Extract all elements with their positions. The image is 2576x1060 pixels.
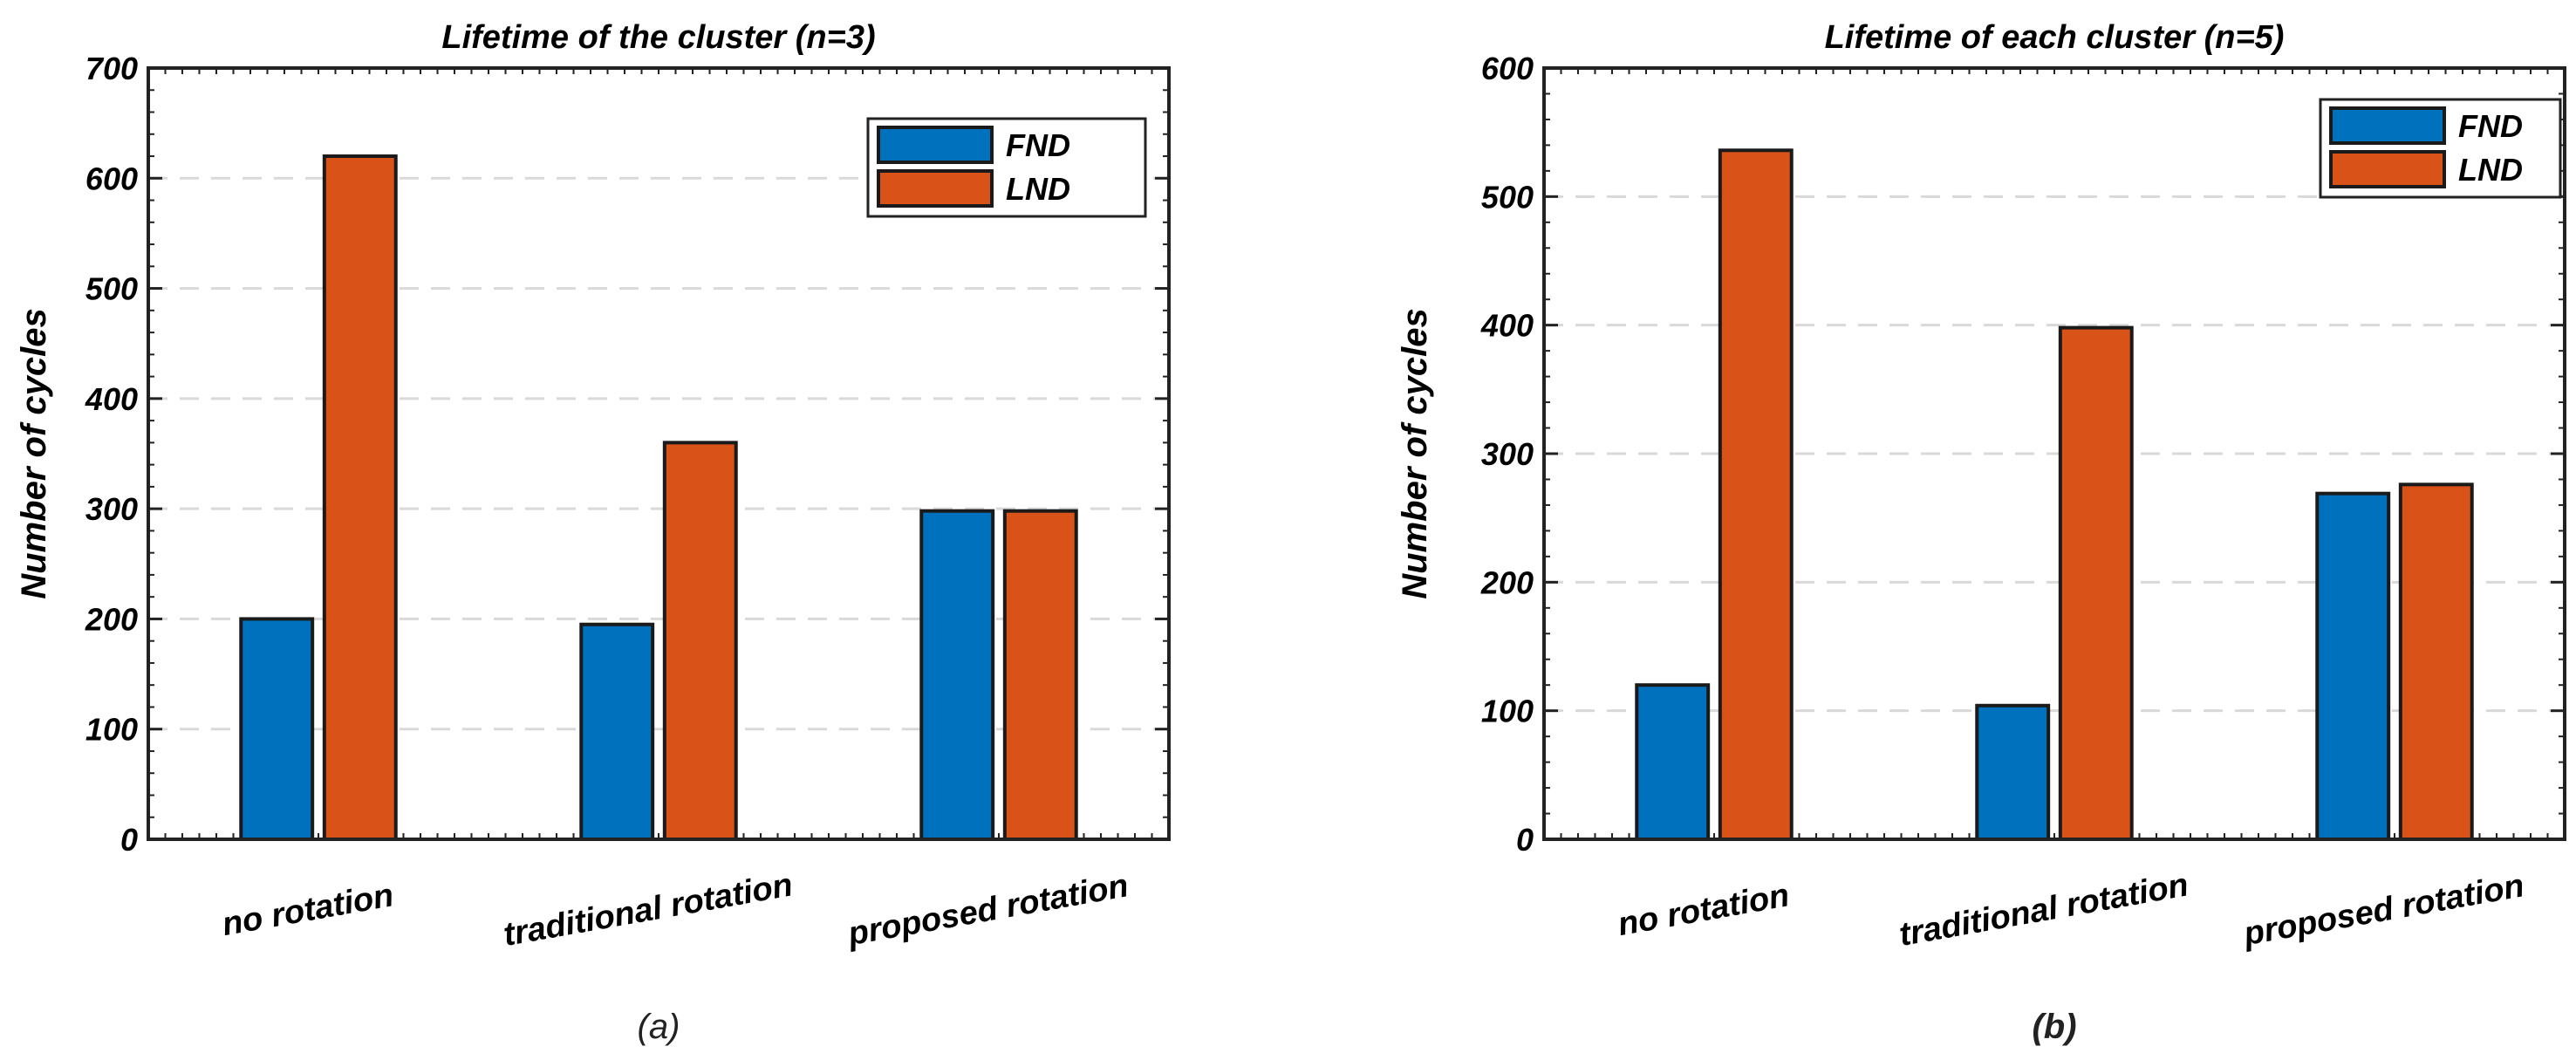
panel-caption: (b)	[2032, 1008, 2076, 1046]
y-tick-label: 200	[1480, 564, 1534, 600]
bar-fnd-proposed-rotation	[919, 509, 995, 841]
x-tick-label: no rotation	[1616, 877, 1793, 943]
x-tick-label: proposed rotation	[844, 867, 1131, 953]
chart-panel-b: Lifetime of each cluster (n=5) 0 100 200 300…	[1396, 19, 2566, 1046]
y-tick-label: 600	[85, 161, 138, 196]
bar-lnd-no-rotation	[322, 154, 398, 841]
bar-fnd-traditional-rotation	[579, 622, 655, 841]
x-tick-label: no rotation	[220, 877, 397, 943]
y-tick-label: 500	[1481, 179, 1534, 215]
y-tick-label: 100	[1481, 694, 1534, 729]
y-tick-label: 200	[85, 601, 138, 637]
x-tick-label: traditional rotation	[1896, 866, 2191, 954]
y-axis-label: Number of cycles	[15, 308, 53, 598]
y-tick-label: 400	[1480, 308, 1534, 344]
bar-fnd-no-rotation	[1635, 683, 1711, 842]
legend-label-fnd: FND	[1006, 127, 1070, 163]
y-tick-label: 300	[85, 491, 138, 527]
legend-swatch-fnd	[2329, 106, 2446, 145]
legend-swatch-lnd	[877, 169, 994, 208]
y-tick-label: 600	[1481, 51, 1534, 86]
bar-fnd-traditional-rotation	[1975, 703, 2051, 841]
y-axis-label: Number of cycles	[1396, 308, 1434, 598]
axes-box	[147, 66, 1171, 841]
x-tick-label: traditional rotation	[501, 866, 796, 954]
chart-title: Lifetime of the cluster (n=3)	[441, 19, 875, 56]
y-tick-label: 500	[85, 271, 138, 307]
bar-lnd-no-rotation	[1718, 148, 1794, 841]
legend-label-fnd: FND	[2458, 108, 2523, 144]
y-tick-label: 0	[120, 822, 138, 858]
legend-label-lnd: LND	[1006, 171, 1070, 207]
chart-panel-a: Lifetime of the cluster (n=3) 0 100 200 300 4…	[15, 19, 1171, 1046]
panel-caption: (a)	[638, 1008, 680, 1046]
y-tick-label: 100	[85, 712, 138, 748]
bar-lnd-proposed-rotation	[1002, 509, 1078, 841]
y-tick-label: 300	[1481, 436, 1534, 472]
y-tick-label: 400	[85, 381, 138, 417]
bar-fnd-proposed-rotation	[2315, 491, 2391, 841]
legend-label-lnd: LND	[2458, 152, 2523, 188]
bar-lnd-traditional-rotation	[662, 441, 738, 841]
bar-fnd-no-rotation	[239, 617, 315, 842]
bar-lnd-traditional-rotation	[2058, 325, 2134, 841]
x-tick-label: proposed rotation	[2240, 867, 2526, 953]
axes-box	[1542, 66, 2566, 841]
y-tick-label: 0	[1516, 822, 1534, 858]
bar-lnd-proposed-rotation	[2398, 482, 2474, 841]
legend-swatch-fnd	[877, 126, 994, 164]
chart-title: Lifetime of each cluster (n=5)	[1825, 19, 2285, 56]
y-tick-label: 700	[85, 51, 138, 86]
legend-swatch-lnd	[2329, 150, 2446, 188]
